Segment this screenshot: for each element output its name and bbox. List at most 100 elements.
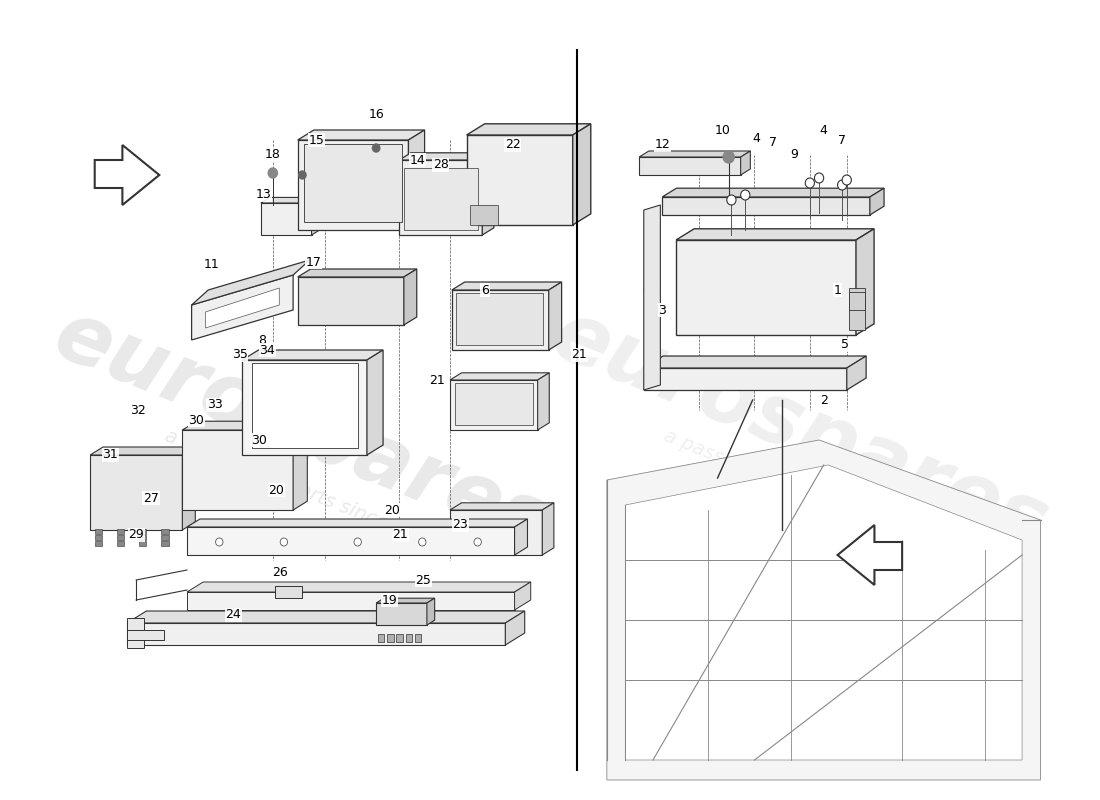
Text: 7: 7: [769, 135, 777, 149]
Text: 16: 16: [368, 109, 384, 122]
Polygon shape: [466, 124, 591, 135]
Polygon shape: [454, 383, 534, 425]
Text: 23: 23: [452, 518, 468, 531]
Polygon shape: [191, 260, 310, 305]
Polygon shape: [676, 240, 856, 335]
Polygon shape: [187, 592, 515, 610]
Polygon shape: [90, 447, 196, 455]
Polygon shape: [298, 140, 408, 230]
Polygon shape: [740, 151, 750, 175]
Polygon shape: [139, 529, 146, 534]
Polygon shape: [406, 634, 412, 642]
Circle shape: [298, 171, 306, 179]
Circle shape: [837, 180, 847, 190]
Polygon shape: [404, 168, 477, 230]
Polygon shape: [644, 356, 866, 368]
Text: 32: 32: [130, 403, 146, 417]
Text: eurospares: eurospares: [43, 294, 562, 566]
Circle shape: [373, 144, 380, 152]
Polygon shape: [644, 205, 660, 390]
Polygon shape: [399, 153, 494, 160]
Text: 20: 20: [384, 503, 399, 517]
Polygon shape: [450, 380, 538, 430]
Text: 21: 21: [571, 349, 587, 362]
Polygon shape: [191, 275, 293, 340]
Polygon shape: [870, 188, 884, 215]
Text: 6: 6: [481, 283, 490, 297]
Text: 3: 3: [658, 303, 667, 317]
Text: 1: 1: [834, 283, 842, 297]
Text: 2: 2: [820, 394, 827, 406]
Text: 10: 10: [714, 123, 730, 137]
Text: 4: 4: [820, 123, 827, 137]
Polygon shape: [117, 541, 124, 546]
Polygon shape: [298, 269, 417, 277]
Circle shape: [723, 151, 734, 163]
Circle shape: [280, 538, 287, 546]
Polygon shape: [625, 465, 1022, 760]
Polygon shape: [95, 145, 160, 205]
Text: 27: 27: [143, 491, 158, 505]
Polygon shape: [639, 157, 740, 175]
Polygon shape: [450, 510, 542, 555]
Polygon shape: [847, 356, 866, 390]
Polygon shape: [856, 229, 875, 335]
Circle shape: [740, 190, 750, 200]
Polygon shape: [376, 598, 435, 603]
Text: 28: 28: [432, 158, 449, 171]
Text: 4: 4: [752, 131, 760, 145]
Text: 22: 22: [505, 138, 520, 151]
Polygon shape: [139, 541, 146, 546]
Polygon shape: [206, 288, 279, 328]
Polygon shape: [515, 582, 530, 610]
Polygon shape: [376, 603, 427, 625]
Text: 31: 31: [102, 449, 119, 462]
Circle shape: [216, 538, 223, 546]
Polygon shape: [183, 447, 196, 530]
Polygon shape: [252, 363, 358, 448]
Polygon shape: [117, 529, 124, 534]
Polygon shape: [837, 525, 902, 585]
Polygon shape: [450, 373, 549, 380]
Polygon shape: [482, 153, 494, 235]
Polygon shape: [427, 598, 434, 625]
Text: 33: 33: [207, 398, 222, 411]
Polygon shape: [298, 277, 404, 325]
Polygon shape: [399, 160, 482, 235]
Polygon shape: [183, 430, 293, 510]
Polygon shape: [408, 130, 425, 230]
Polygon shape: [848, 292, 866, 310]
Polygon shape: [639, 151, 750, 157]
Text: 25: 25: [416, 574, 431, 586]
Polygon shape: [378, 634, 385, 642]
Text: 7: 7: [838, 134, 846, 146]
Text: 34: 34: [260, 343, 275, 357]
Text: 21: 21: [393, 529, 408, 542]
Text: 8: 8: [257, 334, 266, 346]
Text: 24: 24: [226, 609, 241, 622]
Polygon shape: [261, 198, 320, 203]
Polygon shape: [549, 282, 562, 350]
Polygon shape: [848, 288, 866, 330]
Text: 13: 13: [255, 189, 272, 202]
Polygon shape: [505, 611, 525, 645]
Polygon shape: [162, 529, 168, 534]
Polygon shape: [404, 269, 417, 325]
Polygon shape: [396, 634, 403, 642]
Polygon shape: [275, 586, 302, 598]
Polygon shape: [573, 124, 591, 225]
Polygon shape: [311, 198, 320, 235]
Text: 15: 15: [308, 134, 324, 146]
Polygon shape: [95, 529, 102, 534]
Text: a passion for parts since 1985: a passion for parts since 1985: [162, 426, 442, 554]
Polygon shape: [450, 503, 554, 510]
Circle shape: [805, 178, 814, 188]
Polygon shape: [644, 368, 847, 390]
Polygon shape: [117, 535, 124, 540]
Circle shape: [268, 168, 277, 178]
Polygon shape: [387, 634, 394, 642]
Text: 11: 11: [204, 258, 220, 271]
Polygon shape: [471, 205, 498, 225]
Polygon shape: [452, 282, 562, 290]
Polygon shape: [126, 618, 144, 648]
